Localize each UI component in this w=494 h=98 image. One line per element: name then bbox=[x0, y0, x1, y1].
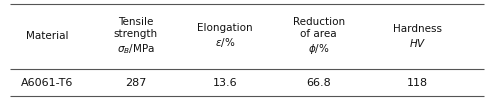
Text: 13.6: 13.6 bbox=[212, 78, 237, 88]
Text: A6061-T6: A6061-T6 bbox=[21, 78, 73, 88]
Text: Material: Material bbox=[26, 31, 68, 41]
Text: Elongation
$\varepsilon$/%: Elongation $\varepsilon$/% bbox=[197, 23, 252, 49]
Text: Reduction
of area
$\phi$/%: Reduction of area $\phi$/% bbox=[292, 17, 345, 56]
Text: Tensile
strength
$\sigma_B$/MPa: Tensile strength $\sigma_B$/MPa bbox=[114, 17, 158, 56]
Text: 287: 287 bbox=[125, 78, 147, 88]
Text: 66.8: 66.8 bbox=[306, 78, 331, 88]
Text: Hardness
$HV$: Hardness $HV$ bbox=[393, 24, 442, 49]
Text: 118: 118 bbox=[407, 78, 428, 88]
